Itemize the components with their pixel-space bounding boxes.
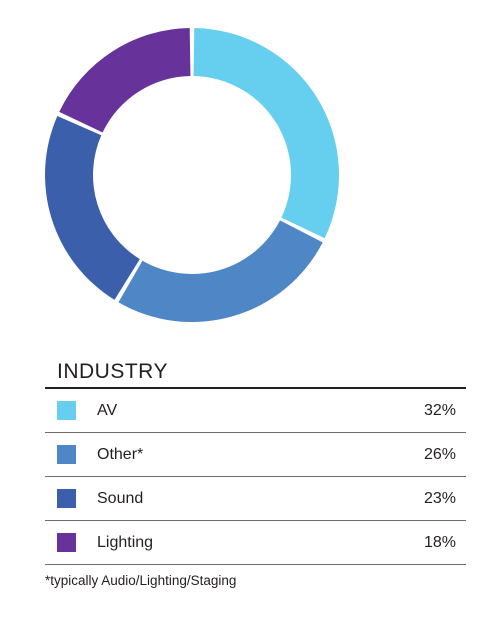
legend-row-lighting: Lighting 18% (45, 521, 466, 565)
donut-slice-av (193, 28, 339, 239)
legend-label-av: AV (97, 402, 118, 419)
legend-value-av: 32% (423, 402, 456, 419)
legend-swatch-av (57, 401, 76, 420)
legend-row-other: Other* 26% (45, 433, 466, 477)
legend-value-lighting: 18% (423, 534, 456, 551)
donut-slice-sound (44, 116, 140, 300)
legend-label-sound: Sound (97, 490, 144, 507)
legend-value-other: 26% (423, 446, 456, 463)
donut-chart (44, 28, 339, 322)
donut-slice-other (118, 220, 323, 322)
legend-title: INDUSTRY (57, 360, 168, 383)
legend-swatch-lighting (57, 533, 76, 552)
legend-swatch-other (57, 445, 76, 464)
footnote: *typically Audio/Lighting/Staging (45, 573, 237, 588)
legend-row-sound: Sound 23% (45, 477, 466, 521)
legend-value-sound: 23% (423, 490, 456, 507)
legend-label-other: Other* (97, 446, 144, 463)
legend-label-lighting: Lighting (97, 534, 154, 551)
donut-slice-lighting (59, 28, 191, 133)
legend-swatch-sound (57, 489, 76, 508)
legend-row-av: AV 32% (45, 389, 466, 433)
legend-table: AV 32% Other* 26% Sound 23% Lighting 18% (45, 387, 466, 565)
